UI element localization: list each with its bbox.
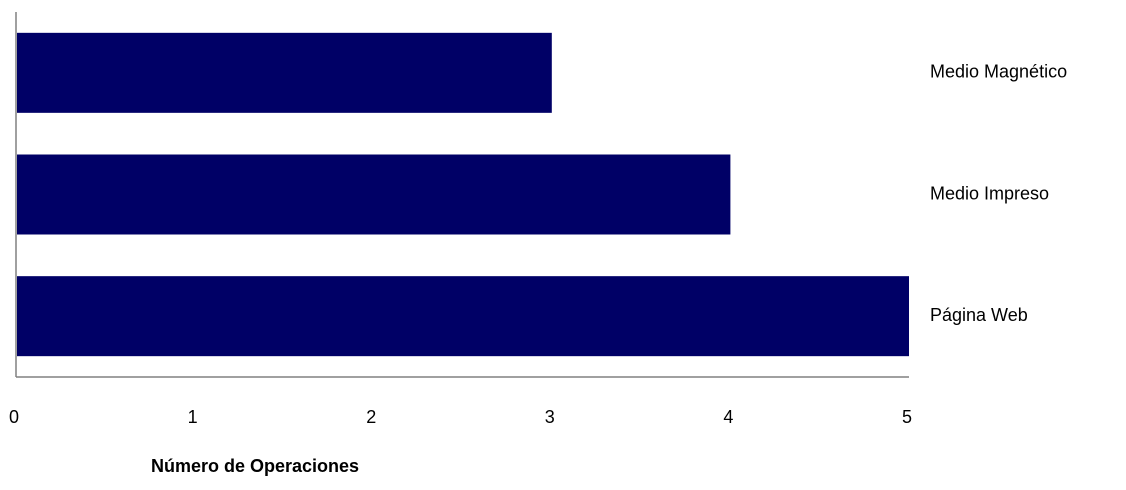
category-label: Medio Magnético — [930, 62, 1067, 82]
bar — [17, 154, 731, 235]
x-tick-labels: 0 1 2 3 4 5 — [9, 407, 912, 427]
x-tick-label: 1 — [188, 407, 198, 427]
bar — [17, 276, 909, 357]
x-tick-label: 3 — [545, 407, 555, 427]
category-label: Medio Impreso — [930, 183, 1049, 203]
bar — [17, 32, 552, 113]
x-tick-label: 4 — [723, 407, 733, 427]
category-labels: Medio Magnético Medio Impreso Página Web — [930, 62, 1067, 325]
x-axis-title: Número de Operaciones — [151, 456, 359, 476]
axes-layer — [15, 12, 909, 378]
x-tick-label: 5 — [902, 407, 912, 427]
x-tick-label: 0 — [9, 407, 19, 427]
x-tick-label: 2 — [366, 407, 376, 427]
category-label: Página Web — [930, 305, 1028, 325]
bars-layer — [17, 32, 909, 357]
